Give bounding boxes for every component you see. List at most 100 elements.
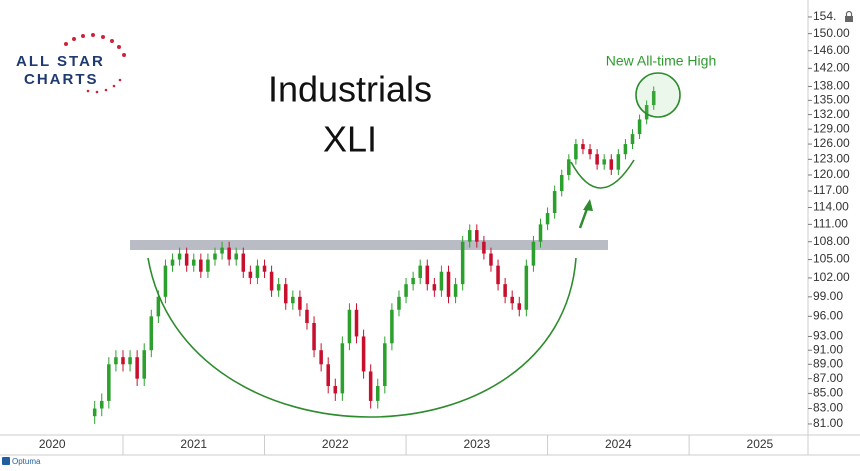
candle-body [368, 371, 373, 401]
candle-body [114, 357, 118, 365]
candle-body [177, 253, 182, 260]
y-tick-label: 91.00 [813, 342, 843, 356]
x-tick-label: 2022 [322, 437, 349, 451]
x-tick-label: 2023 [463, 437, 490, 451]
candle-body [637, 119, 642, 135]
candle-body [156, 296, 161, 317]
candle-body [390, 309, 394, 344]
y-tick-label: 105.00 [813, 252, 850, 266]
y-tick-label: 142.00 [813, 61, 850, 75]
candle-body [291, 296, 295, 304]
candle-body [425, 265, 430, 285]
candle-body [199, 259, 203, 272]
candle-body [439, 271, 444, 291]
candle-body [453, 284, 458, 297]
candle-body [524, 265, 529, 310]
candle-body [644, 105, 649, 120]
y-tick-label: 146.00 [813, 43, 850, 57]
candle-body [538, 224, 543, 242]
candle-body [142, 350, 146, 379]
candle-body [383, 343, 387, 387]
y-tick-label: 87.00 [813, 371, 843, 385]
candle-body [574, 144, 578, 160]
candle-body [510, 296, 514, 304]
candle-body [552, 191, 557, 214]
candle-body [220, 247, 224, 254]
candle-body [326, 364, 330, 387]
candle-body [191, 259, 196, 266]
candle-body [248, 271, 253, 278]
y-tick-label: 99.00 [813, 289, 843, 303]
chart-title: Industrials [268, 69, 432, 110]
y-tick-label: 138.00 [813, 79, 850, 93]
logo-line1: ALL STAR [16, 53, 105, 70]
candle-body [184, 253, 189, 266]
y-tick-label: 132.00 [813, 107, 850, 121]
candle-body [163, 265, 168, 297]
candle-body [170, 259, 175, 266]
candle-body [475, 230, 479, 242]
lock-icon [845, 16, 853, 22]
y-tick-label: 93.00 [813, 329, 843, 343]
x-tick-label: 2024 [605, 437, 632, 451]
candle-body [241, 253, 246, 272]
candle-body [283, 284, 288, 304]
candle-body [588, 149, 592, 155]
candle-body [559, 174, 564, 192]
candle-body [630, 134, 635, 145]
candle-body [121, 357, 125, 365]
y-tick-label: 108.00 [813, 234, 850, 248]
y-tick-label: 129.00 [813, 121, 850, 135]
candle-body [517, 303, 522, 310]
y-tick-label: 154. [813, 9, 836, 23]
candle-body [418, 265, 422, 278]
logo-stars [64, 33, 126, 94]
candle-body [107, 364, 111, 401]
plot-area [92, 86, 656, 424]
x-tick-label: 2020 [39, 437, 66, 451]
candle-body [135, 357, 139, 379]
candle-body [595, 154, 599, 165]
candle-body [531, 241, 536, 266]
y-tick-label: 114.00 [813, 200, 849, 214]
candle-body [213, 253, 217, 260]
candle-body [227, 247, 231, 260]
candle-body [298, 296, 302, 310]
candle-body [269, 271, 274, 291]
candle-body [234, 253, 238, 260]
x-tick-label: 2021 [180, 437, 207, 451]
footer: Optuma [12, 457, 41, 466]
candle-body [602, 159, 606, 165]
candle-body [333, 386, 338, 394]
candle-body [623, 144, 628, 155]
candle-body [276, 284, 281, 291]
y-tick-label: 89.00 [813, 356, 843, 370]
candle-body [319, 350, 323, 365]
ath-circle [635, 72, 681, 118]
y-tick-label: 123.00 [813, 152, 850, 166]
arrow-head [583, 199, 593, 211]
y-tick-label: 83.00 [813, 401, 843, 415]
candle-body [411, 277, 415, 285]
candle-body [467, 230, 472, 242]
handle-arc [570, 159, 635, 189]
candle-body [651, 91, 656, 106]
candle-body [482, 241, 486, 254]
x-tick-label: 2025 [747, 437, 774, 451]
y-tick-label: 96.00 [813, 309, 843, 323]
y-tick-label: 126.00 [813, 136, 850, 150]
annotation: New All-time High [606, 53, 716, 69]
candle-body [503, 284, 507, 297]
candle-body [545, 213, 550, 225]
candle-body [262, 265, 267, 272]
y-tick-label: 120.00 [813, 167, 850, 181]
y-tick-label: 81.00 [813, 416, 843, 430]
y-tick-label: 102.00 [813, 270, 850, 284]
candle-body [340, 343, 345, 394]
candle-body [489, 253, 493, 266]
chart-subtitle: XLI [323, 119, 377, 160]
logo: ALL STAR CHARTS [16, 33, 126, 94]
candle-body [609, 159, 614, 170]
